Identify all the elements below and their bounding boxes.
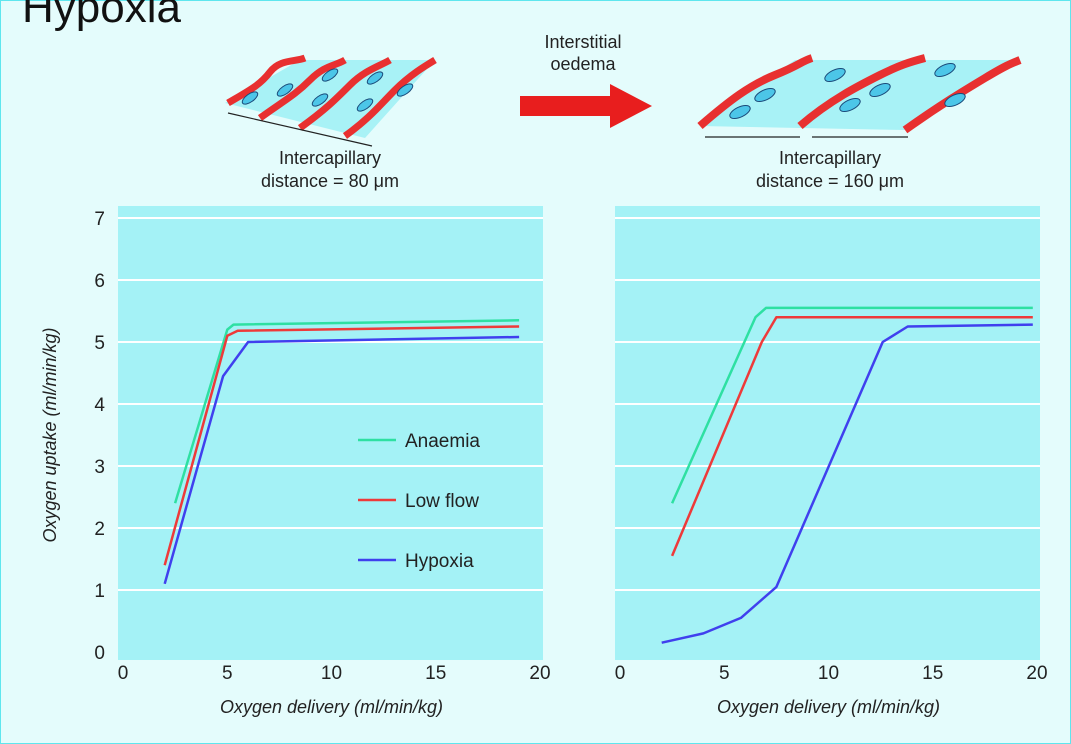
- x-tick-label: 5: [719, 663, 730, 684]
- x-tick-label: 5: [222, 663, 233, 684]
- series-line: [173, 319, 520, 504]
- x-tick-label: 15: [425, 663, 446, 684]
- tissue-diagram-right: [697, 54, 1022, 138]
- y-tick-label: 6: [94, 271, 105, 292]
- legend-label: Hypoxia: [405, 551, 474, 572]
- y-tick-label: 1: [94, 581, 105, 602]
- y-tick-label: 5: [94, 333, 105, 354]
- plot-background: [615, 206, 1040, 660]
- x-axis-label: Oxygen delivery (ml/min/kg): [717, 697, 940, 717]
- caption: distance = 80 μm: [261, 171, 399, 191]
- y-tick-label: 3: [94, 457, 105, 478]
- y-tick-label: 7: [94, 209, 105, 230]
- y-tick-label: 4: [94, 395, 105, 416]
- legend-label: Low flow: [405, 491, 479, 512]
- tissue-diagram-left: [225, 54, 437, 147]
- arrow-label: oedema: [550, 54, 616, 74]
- series-line: [670, 306, 1033, 504]
- series-line: [163, 325, 520, 566]
- x-tick-label: 0: [118, 663, 129, 684]
- arrow-label: Interstitial: [544, 32, 621, 52]
- x-tick-label: 20: [529, 663, 550, 684]
- series-line: [163, 335, 520, 585]
- series-line: [670, 315, 1033, 557]
- x-tick-label: 10: [818, 663, 839, 684]
- caption: Intercapillary: [279, 148, 381, 168]
- x-tick-label: 0: [615, 663, 626, 684]
- legend-label: Anaemia: [405, 431, 480, 452]
- y-axis-label: Oxygen uptake (ml/min/kg): [40, 327, 60, 542]
- x-tick-label: 20: [1026, 663, 1047, 684]
- series-line: [661, 323, 1033, 644]
- plot-background: [118, 206, 543, 660]
- caption: Intercapillary: [779, 148, 881, 168]
- x-axis-label: Oxygen delivery (ml/min/kg): [220, 697, 443, 717]
- x-tick-label: 10: [321, 663, 342, 684]
- y-tick-label: 2: [94, 519, 105, 540]
- y-tick-label: 0: [94, 643, 105, 664]
- slide-title: Hypoxia: [22, 0, 181, 32]
- arrow: [520, 84, 652, 128]
- x-tick-label: 15: [922, 663, 943, 684]
- caption: distance = 160 μm: [756, 171, 904, 191]
